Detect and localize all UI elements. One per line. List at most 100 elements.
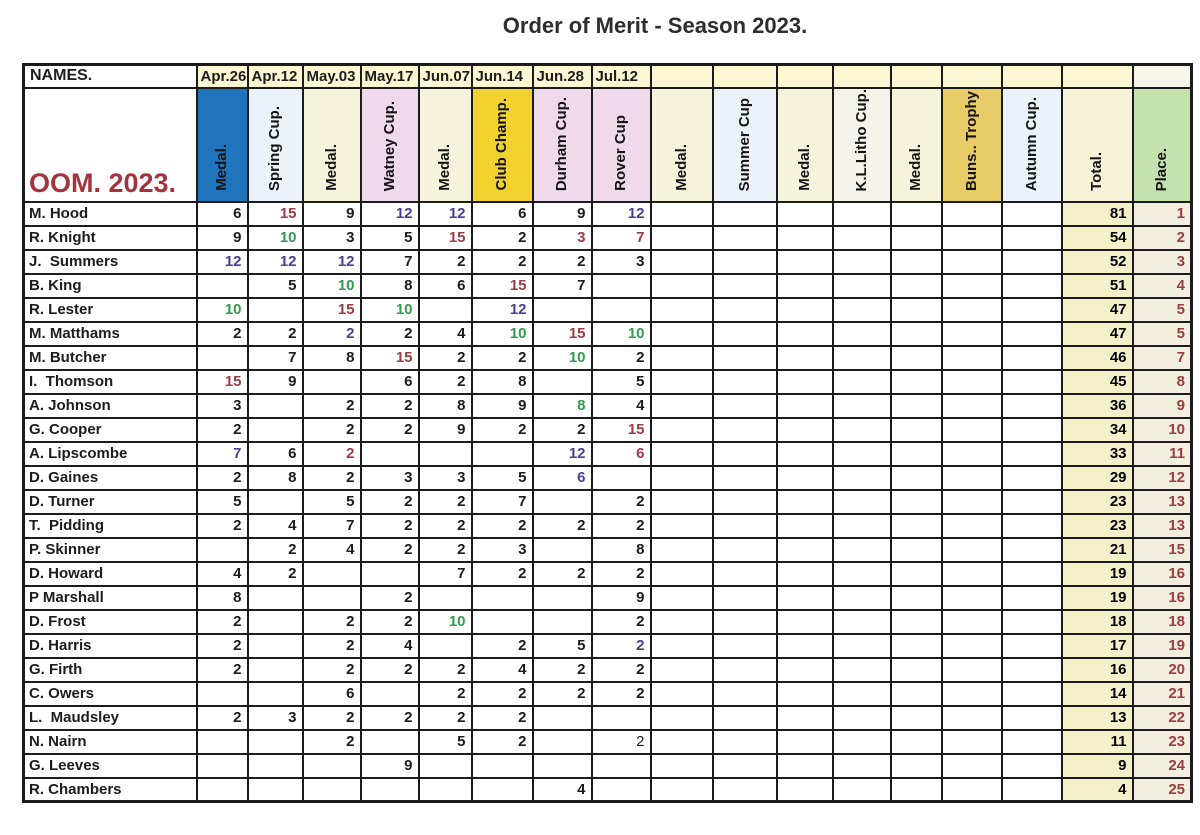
score-cell-empty xyxy=(711,608,778,635)
total-cell: 23 xyxy=(1060,512,1134,539)
score-cell xyxy=(531,704,593,731)
score-cell-empty xyxy=(1000,536,1063,563)
score-cell-empty xyxy=(775,368,834,395)
score-cell xyxy=(195,680,249,707)
score-cell-empty xyxy=(1000,248,1063,275)
score-cell: 3 xyxy=(531,224,593,251)
score-cell xyxy=(301,752,362,779)
score-cell: 15 xyxy=(470,272,534,299)
score-cell: 10 xyxy=(417,608,473,635)
score-cell-empty xyxy=(775,344,834,371)
place-cell: 18 xyxy=(1131,608,1193,635)
place-cell: 13 xyxy=(1131,512,1193,539)
score-cell-empty xyxy=(1000,776,1063,803)
score-cell: 4 xyxy=(301,536,362,563)
score-cell: 12 xyxy=(590,200,652,227)
score-cell-empty xyxy=(940,752,1003,779)
score-cell-empty xyxy=(940,488,1003,515)
score-cell xyxy=(195,272,249,299)
score-cell: 3 xyxy=(359,464,420,491)
date-may-03: May.03 xyxy=(301,63,362,89)
score-cell xyxy=(590,704,652,731)
score-cell-empty xyxy=(711,392,778,419)
score-cell: 2 xyxy=(531,560,593,587)
score-cell-empty xyxy=(831,464,892,491)
score-cell-empty xyxy=(889,296,943,323)
score-cell-empty xyxy=(775,704,834,731)
score-cell: 2 xyxy=(301,464,362,491)
score-cell-empty xyxy=(775,632,834,659)
score-cell-empty xyxy=(889,560,943,587)
score-cell: 9 xyxy=(359,752,420,779)
score-cell: 2 xyxy=(417,344,473,371)
score-cell: 2 xyxy=(417,656,473,683)
score-cell: 8 xyxy=(195,584,249,611)
score-cell-empty xyxy=(775,584,834,611)
player-row-b-king: B. King 5 10 8 6 15 7 51 4 xyxy=(22,272,1193,299)
score-cell: 6 xyxy=(246,440,304,467)
player-name: A. Johnson xyxy=(22,392,198,419)
score-cell-empty xyxy=(711,368,778,395)
column-label-autumn-cup: Autumn Cup. xyxy=(1022,96,1040,191)
score-cell-empty xyxy=(649,464,714,491)
score-cell: 12 xyxy=(359,200,420,227)
total-cell: 52 xyxy=(1060,248,1134,275)
score-cell: 2 xyxy=(359,608,420,635)
score-cell-empty xyxy=(711,440,778,467)
score-cell xyxy=(417,440,473,467)
score-cell: 2 xyxy=(301,416,362,443)
player-name: R. Lester xyxy=(22,296,198,323)
column-label-total: Total. xyxy=(1088,152,1106,191)
score-cell-empty xyxy=(775,200,834,227)
score-cell: 2 xyxy=(590,512,652,539)
score-cell: 2 xyxy=(359,416,420,443)
score-cell: 4 xyxy=(470,656,534,683)
score-cell-empty xyxy=(775,656,834,683)
player-name: G. Leeves xyxy=(22,752,198,779)
score-cell-empty xyxy=(711,464,778,491)
score-cell-empty xyxy=(889,416,943,443)
place-cell: 12 xyxy=(1131,464,1193,491)
score-cell: 7 xyxy=(590,224,652,251)
score-cell-empty xyxy=(889,608,943,635)
score-cell xyxy=(590,464,652,491)
score-cell: 2 xyxy=(470,248,534,275)
score-cell-empty xyxy=(889,464,943,491)
score-cell xyxy=(470,776,534,803)
date-jul-12: Jul.12 xyxy=(590,63,652,89)
score-cell-empty xyxy=(940,392,1003,419)
score-cell-empty xyxy=(889,368,943,395)
column-label-spring-cup: Spring Cup. xyxy=(266,105,284,191)
score-cell-empty xyxy=(1000,656,1063,683)
player-row-d-turner: D. Turner 5 5 2 2 7 2 23 13 xyxy=(22,488,1193,515)
score-cell: 6 xyxy=(417,272,473,299)
score-cell-empty xyxy=(1000,560,1063,587)
score-cell-empty xyxy=(831,728,892,755)
score-cell-empty xyxy=(711,728,778,755)
date-empty xyxy=(1060,63,1134,89)
date-jun-14: Jun.14 xyxy=(470,63,534,89)
score-cell: 2 xyxy=(531,656,593,683)
column-header-buns-trophy: Buns.. Trophy xyxy=(940,86,1003,203)
score-cell-empty xyxy=(711,776,778,803)
score-cell: 2 xyxy=(590,656,652,683)
score-cell: 2 xyxy=(417,368,473,395)
score-cell xyxy=(470,608,534,635)
score-cell-empty xyxy=(711,680,778,707)
total-cell: 17 xyxy=(1060,632,1134,659)
score-cell-empty xyxy=(831,584,892,611)
score-cell-empty xyxy=(889,680,943,707)
player-name: B. King xyxy=(22,272,198,299)
score-cell xyxy=(417,752,473,779)
score-cell-empty xyxy=(711,416,778,443)
score-cell: 2 xyxy=(590,488,652,515)
score-cell-empty xyxy=(889,224,943,251)
score-cell: 2 xyxy=(531,416,593,443)
score-cell-empty xyxy=(940,608,1003,635)
score-cell-empty xyxy=(1000,680,1063,707)
score-cell: 4 xyxy=(531,776,593,803)
score-cell-empty xyxy=(831,392,892,419)
score-cell: 2 xyxy=(195,512,249,539)
score-cell xyxy=(531,608,593,635)
player-name: M. Hood xyxy=(22,200,198,227)
